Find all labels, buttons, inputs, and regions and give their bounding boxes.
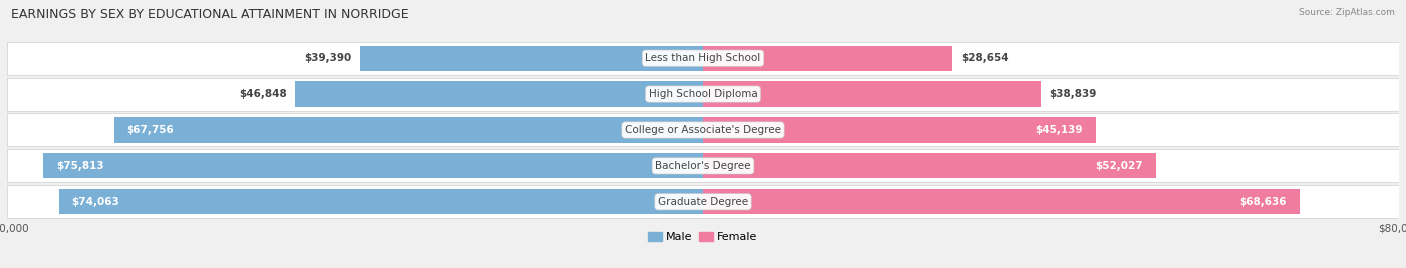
Text: $74,063: $74,063	[72, 197, 120, 207]
Text: EARNINGS BY SEX BY EDUCATIONAL ATTAINMENT IN NORRIDGE: EARNINGS BY SEX BY EDUCATIONAL ATTAINMEN…	[11, 8, 409, 21]
Text: $45,139: $45,139	[1035, 125, 1083, 135]
Bar	[7, 113, 1399, 147]
Text: Source: ZipAtlas.com: Source: ZipAtlas.com	[1299, 8, 1395, 17]
Bar	[7, 77, 1399, 111]
Text: High School Diploma: High School Diploma	[648, 89, 758, 99]
Bar	[7, 149, 1399, 183]
Text: $67,756: $67,756	[127, 125, 174, 135]
Text: $46,848: $46,848	[239, 89, 287, 99]
Bar	[7, 185, 1399, 218]
Text: $39,390: $39,390	[304, 53, 352, 63]
Text: Less than High School: Less than High School	[645, 53, 761, 63]
Bar	[703, 189, 1301, 214]
Text: $52,027: $52,027	[1095, 161, 1143, 171]
Text: Bachelor's Degree: Bachelor's Degree	[655, 161, 751, 171]
Bar	[703, 46, 952, 71]
Bar	[114, 117, 703, 143]
Text: $75,813: $75,813	[56, 161, 104, 171]
Bar	[703, 81, 1040, 107]
Bar	[360, 46, 703, 71]
Bar	[295, 81, 703, 107]
Text: Graduate Degree: Graduate Degree	[658, 197, 748, 207]
Text: $28,654: $28,654	[960, 53, 1008, 63]
Text: $38,839: $38,839	[1050, 89, 1097, 99]
Bar	[44, 153, 703, 178]
Bar	[703, 117, 1095, 143]
Text: College or Associate's Degree: College or Associate's Degree	[626, 125, 780, 135]
Bar	[59, 189, 703, 214]
Bar	[703, 153, 1156, 178]
Legend: Male, Female: Male, Female	[644, 227, 762, 247]
Text: $68,636: $68,636	[1240, 197, 1286, 207]
Bar	[7, 42, 1399, 75]
